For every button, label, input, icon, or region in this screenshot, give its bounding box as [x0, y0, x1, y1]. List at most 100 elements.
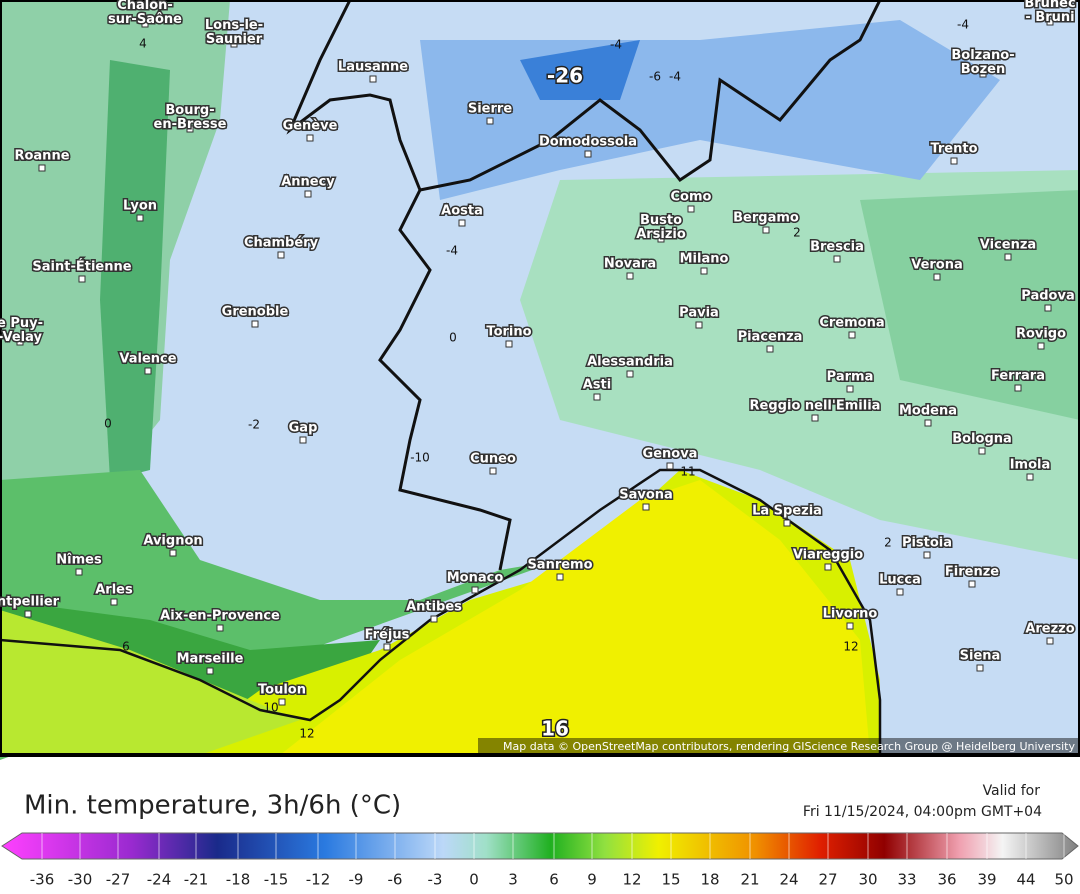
- city-label: Domodossola: [539, 135, 637, 150]
- city-marker: [136, 214, 144, 222]
- city-label: Rovigo: [1016, 327, 1066, 342]
- colorbar-tick-label: -36: [30, 871, 55, 889]
- city-label: Padova: [1021, 289, 1074, 304]
- city-label: Saint-Étienne: [32, 259, 131, 275]
- city-label: Bolzano-Bozen: [951, 48, 1014, 77]
- city-label: Lausanne: [338, 60, 408, 75]
- contour-label: 4: [139, 37, 147, 51]
- city-label: Cremona: [819, 316, 884, 331]
- city-marker: [1037, 342, 1045, 350]
- city-label: Bologna: [952, 432, 1012, 447]
- city-label: Arles: [95, 583, 133, 598]
- city-marker: [766, 345, 774, 353]
- city-marker: [24, 610, 32, 618]
- city-marker: [1044, 304, 1052, 312]
- city-marker: [251, 320, 259, 328]
- colorbar: [1, 832, 1079, 860]
- city-marker: [216, 624, 224, 632]
- city-label: Arezzo: [1025, 622, 1074, 637]
- city-marker: [486, 117, 494, 125]
- city-label: Milano: [680, 252, 729, 267]
- attribution: Map data © OpenStreetMap contributors, r…: [503, 740, 1075, 753]
- contour-label: 0: [104, 417, 112, 431]
- city-marker: [584, 150, 592, 158]
- colorbar-tick-label: 50: [1054, 871, 1073, 889]
- city-label: Monaco: [447, 571, 504, 586]
- city-label: Chalon-sur-Saône: [108, 0, 182, 27]
- contour-label: -4: [446, 244, 458, 258]
- contour-label: 2: [793, 226, 801, 240]
- city-label: Cuneo: [470, 452, 516, 467]
- valid-time: Fri 11/15/2024, 04:00pm GMT+04: [803, 804, 1042, 820]
- city-marker: [16, 338, 24, 346]
- city-marker: [458, 219, 466, 227]
- city-marker: [846, 622, 854, 630]
- city-label: Viareggio: [793, 548, 863, 563]
- contour-label: 10: [263, 701, 278, 715]
- contour-label: 6: [122, 640, 130, 654]
- contour-label: 12: [299, 727, 314, 741]
- city-marker: [666, 462, 674, 470]
- contour-label: 16: [541, 717, 569, 741]
- city-label: e Puy--Velay: [0, 316, 43, 345]
- city-marker: [976, 664, 984, 672]
- colorbar-tick-label: -21: [184, 871, 209, 889]
- colorbar-tick-label: -15: [264, 871, 289, 889]
- colorbar-tick-label: 36: [937, 871, 956, 889]
- contour-label: -26: [547, 64, 583, 88]
- city-marker: [950, 157, 958, 165]
- city-label: Piacenza: [738, 330, 803, 345]
- city-marker: [306, 134, 314, 142]
- colorbar-tick-label: 44: [1016, 871, 1035, 889]
- city-label: Brescia: [810, 240, 864, 255]
- city-marker: [38, 164, 46, 172]
- city-marker: [968, 580, 976, 588]
- city-label: Alessandria: [587, 355, 673, 370]
- valid-label: Valid for: [983, 783, 1041, 799]
- colorbar-tick-label: 0: [469, 871, 479, 889]
- city-label: ntpellier: [0, 595, 60, 610]
- colorbar-tick-label: 39: [977, 871, 996, 889]
- colorbar-tick-label: 24: [779, 871, 798, 889]
- colorbar-tick-label: 15: [661, 871, 680, 889]
- colorbar-tick-label: -18: [226, 871, 251, 889]
- contour-label: 11: [680, 465, 695, 479]
- city-label: Livorno: [823, 607, 878, 622]
- colorbar-tick-label: 3: [508, 871, 518, 889]
- city-label: Bergamo: [733, 211, 799, 226]
- contour-label: -2: [248, 418, 260, 432]
- city-label: Annecy: [281, 175, 335, 190]
- city-marker: [278, 698, 286, 706]
- city-marker: [1046, 637, 1054, 645]
- city-label: Siena: [960, 649, 1001, 664]
- city-marker: [979, 70, 987, 78]
- city-label: Busto Arsizio: [636, 213, 686, 242]
- city-label: Como: [671, 190, 712, 205]
- city-marker: [846, 385, 854, 393]
- city-marker: [896, 588, 904, 596]
- contour-label: -10: [410, 451, 430, 465]
- city-marker: [700, 267, 708, 275]
- city-marker: [277, 251, 285, 259]
- city-marker: [762, 226, 770, 234]
- city-label: Lucca: [879, 573, 921, 588]
- city-label: Verona: [911, 258, 963, 273]
- city-label: Vicenza: [980, 238, 1036, 253]
- contour-label: 12: [843, 640, 858, 654]
- city-marker: [1026, 473, 1034, 481]
- city-label: Sierre: [468, 102, 512, 117]
- colorbar-tick-label: 9: [587, 871, 597, 889]
- city-marker: [783, 519, 791, 527]
- city-label: Antibes: [406, 600, 462, 615]
- city-marker: [848, 331, 856, 339]
- city-marker: [811, 414, 819, 422]
- city-marker: [78, 275, 86, 283]
- city-label: Sanremo: [527, 558, 592, 573]
- colorbar-tick-label: 21: [740, 871, 759, 889]
- city-marker: [626, 272, 634, 280]
- city-marker: [186, 125, 194, 133]
- city-marker: [933, 273, 941, 281]
- contour-label: -4: [957, 18, 969, 32]
- city-marker: [206, 667, 214, 675]
